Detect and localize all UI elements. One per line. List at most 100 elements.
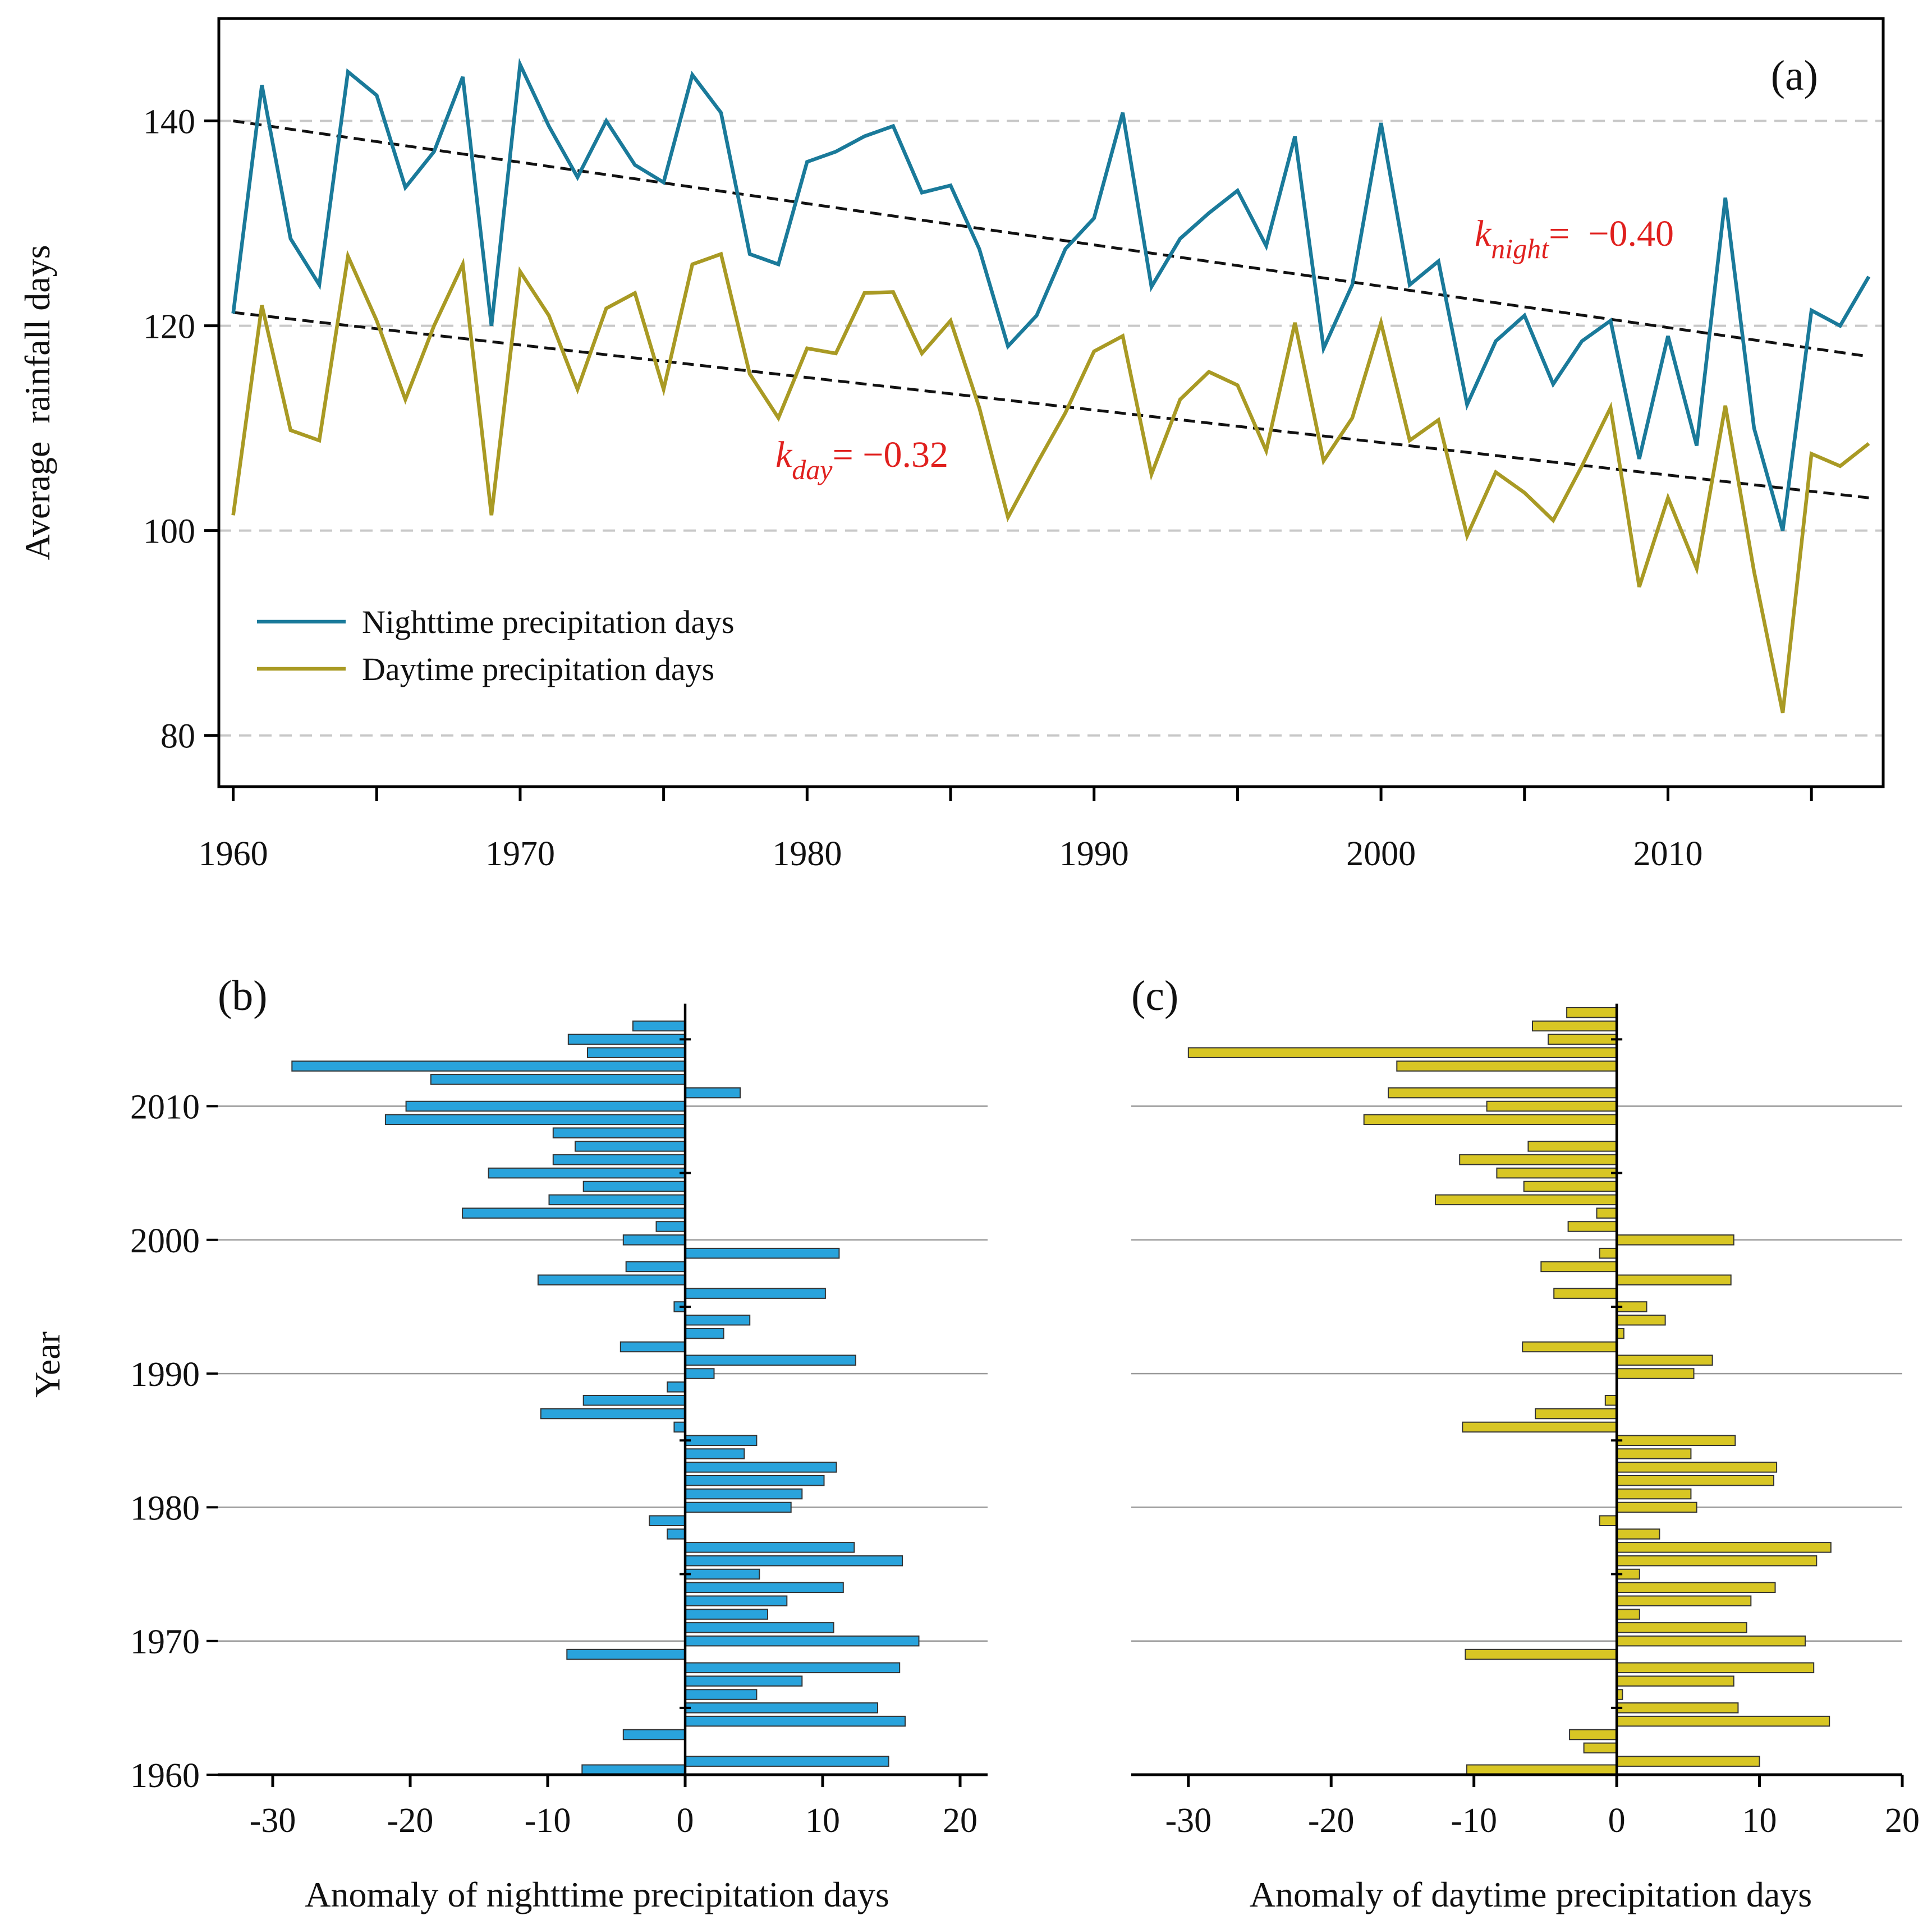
panel-c-bar-chart: -30 -20 -10 0 10 20 Anomaly of daytime precipi… [1131, 972, 1920, 1914]
bar-b-1967 [685, 1675, 803, 1687]
bar-b-2015 [567, 1034, 686, 1045]
x-tick-label-b-20: 20 [943, 1802, 978, 1840]
bar-b-2016 [632, 1020, 686, 1032]
y-tick-label-b-1970: 1970 [130, 1623, 200, 1661]
bar-c-1988 [1604, 1395, 1618, 1406]
x-tick-label-c--20: -20 [1308, 1802, 1355, 1840]
bar-b-1980 [685, 1501, 792, 1513]
panel-a-line-chart: 80 100 120 140 1960 1970 1980 1990 2000 2010 Avera… [17, 17, 1885, 873]
x-axis-title-b: Anomaly of nighttime precipitation days [305, 1875, 889, 1914]
y-tick-label-140: 140 [143, 103, 195, 141]
bar-c-1963 [1569, 1729, 1618, 1740]
bar-c-2006 [1459, 1154, 1618, 1165]
trend-label-sub-day: day [792, 454, 833, 485]
series-points-daytime [233, 254, 1869, 713]
bar-c-1987 [1535, 1408, 1618, 1420]
bar-c-1965 [1616, 1702, 1739, 1714]
bar-b-1973 [685, 1595, 788, 1606]
bar-b-1963 [622, 1729, 686, 1740]
bar-c-1964 [1616, 1715, 1830, 1727]
trend-line-day [233, 311, 1869, 499]
bar-b-2009 [384, 1114, 686, 1126]
x-tick-label-c-20: 20 [1885, 1802, 1920, 1840]
bar-c-1999 [1599, 1247, 1618, 1259]
bar-b-1961 [685, 1756, 889, 1767]
y-tick-label-b-1990: 1990 [130, 1356, 200, 1394]
y-axis-title-b: Year [27, 1331, 67, 1398]
bar-b-1992 [619, 1341, 686, 1353]
x-tick-label-c--30: -30 [1165, 1802, 1211, 1840]
bar-c-2015 [1548, 1034, 1618, 1045]
x-tick-label-b-0: 0 [677, 1802, 694, 1840]
bar-b-1966 [685, 1689, 758, 1700]
bar-b-1960 [581, 1764, 686, 1775]
bar-c-1977 [1616, 1542, 1832, 1553]
x-tick-label-c-10: 10 [1742, 1802, 1777, 1840]
bar-b-2001 [655, 1221, 686, 1232]
bar-c-2002 [1596, 1207, 1618, 1219]
x-tick-label-c--10: -10 [1451, 1802, 1497, 1840]
y-tick-label-80: 80 [160, 718, 195, 756]
bar-c-2007 [1527, 1141, 1618, 1152]
bar-c-1985 [1616, 1435, 1736, 1446]
y-tick-label-b-1980: 1980 [130, 1489, 200, 1527]
bar-b-2002 [462, 1207, 686, 1219]
x-tick-label-1970: 1970 [485, 835, 555, 873]
bar-c-1990 [1616, 1368, 1695, 1379]
trend-label-night: knight= −0.40 [1475, 213, 1674, 264]
bar-b-1965 [685, 1702, 878, 1714]
bar-c-2000 [1616, 1234, 1734, 1246]
x-tick-label-1990: 1990 [1059, 835, 1129, 873]
bar-c-2004 [1523, 1181, 1618, 1192]
bar-b-1996 [685, 1288, 826, 1299]
legend-label-nighttime: Nighttime precipitation days [362, 604, 735, 640]
bars-b [291, 1020, 920, 1775]
trend-label-sub-night: night [1491, 233, 1549, 264]
trend-label-value-day: = −0.32 [833, 434, 948, 475]
bar-b-1970 [685, 1635, 920, 1647]
bar-b-1984 [685, 1448, 745, 1459]
bar-b-2004 [582, 1181, 686, 1192]
bar-b-2014 [587, 1047, 686, 1058]
bar-b-2010 [405, 1100, 686, 1112]
bar-c-2010 [1486, 1100, 1618, 1112]
bar-c-1969 [1465, 1648, 1618, 1660]
bar-c-1962 [1583, 1742, 1618, 1754]
x-tick-label-b--30: -30 [250, 1802, 296, 1840]
bar-c-2005 [1496, 1167, 1618, 1179]
bar-b-1982 [685, 1475, 825, 1486]
bar-b-1983 [685, 1462, 837, 1473]
bar-b-1990 [685, 1368, 715, 1379]
x-tick-label-c-0: 0 [1608, 1802, 1626, 1840]
x-tick-label-b--20: -20 [387, 1802, 434, 1840]
bar-b-2012 [430, 1074, 686, 1085]
bar-c-2003 [1435, 1194, 1618, 1206]
bar-b-2011 [685, 1087, 741, 1099]
bar-c-2016 [1532, 1020, 1618, 1032]
bar-b-1986 [673, 1421, 686, 1433]
plot-frame-a [217, 17, 1885, 788]
y-tick-label-120: 120 [143, 308, 195, 346]
bar-c-1968 [1616, 1662, 1815, 1674]
series-points-nighttime [233, 65, 1869, 531]
bar-c-1973 [1616, 1595, 1752, 1606]
bar-c-1972 [1616, 1609, 1640, 1620]
series-line-daytime [231, 250, 1870, 714]
bar-c-2011 [1388, 1087, 1618, 1099]
bar-c-2013 [1396, 1060, 1618, 1072]
bar-b-1998 [625, 1261, 686, 1273]
bar-c-1971 [1616, 1622, 1747, 1633]
series-line-nighttime [231, 58, 1871, 531]
y-tick-label-100: 100 [143, 513, 195, 551]
bar-b-1997 [537, 1274, 686, 1285]
bar-b-1969 [566, 1648, 686, 1660]
bar-c-2009 [1363, 1114, 1618, 1126]
bar-b-1974 [685, 1582, 844, 1593]
y-axis-title-a: Average rainfall days [17, 245, 57, 560]
bar-b-1977 [685, 1542, 855, 1553]
bar-c-1978 [1616, 1528, 1660, 1540]
bar-b-1994 [685, 1315, 751, 1326]
x-tick-label-1980: 1980 [772, 835, 842, 873]
bar-c-1961 [1616, 1756, 1760, 1767]
